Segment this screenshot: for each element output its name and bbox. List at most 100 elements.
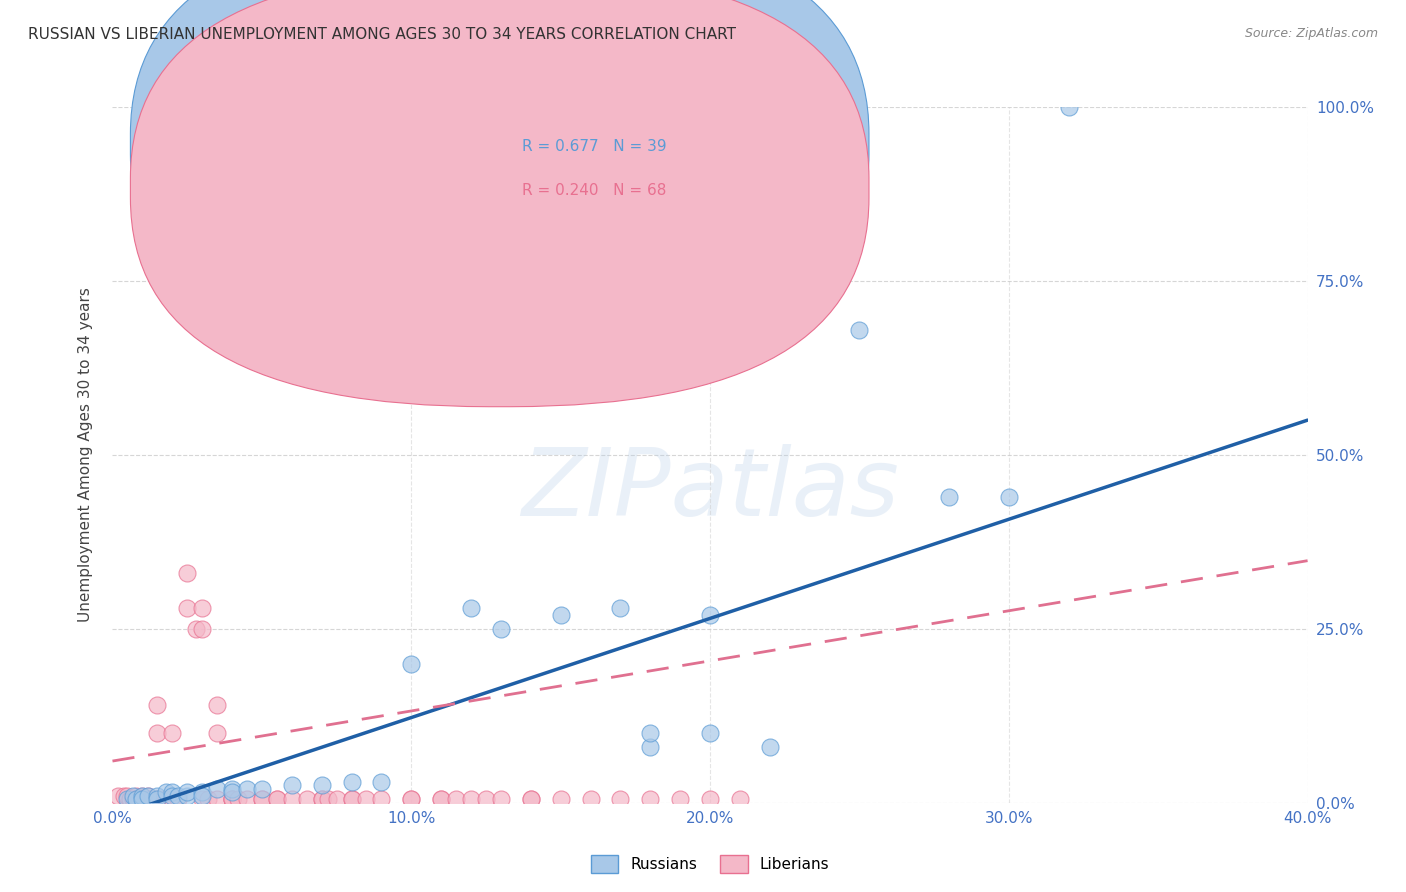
Text: R = 0.677   N = 39: R = 0.677 N = 39 <box>523 139 666 153</box>
Point <box>699 607 721 622</box>
Point <box>325 792 347 806</box>
Point <box>141 792 163 806</box>
Point <box>176 785 198 799</box>
Point <box>520 792 543 806</box>
Point <box>146 698 169 713</box>
Point <box>146 789 169 803</box>
Point <box>221 792 243 806</box>
Text: R = 0.240   N = 68: R = 0.240 N = 68 <box>523 183 666 198</box>
Point <box>430 792 453 806</box>
Point <box>550 607 572 622</box>
FancyBboxPatch shape <box>131 0 869 407</box>
Point <box>191 792 214 806</box>
Point <box>131 792 153 806</box>
Point <box>125 792 148 806</box>
Point <box>205 698 228 713</box>
Point <box>138 792 160 806</box>
Point <box>176 601 198 615</box>
Point <box>250 792 273 806</box>
Point <box>295 792 318 806</box>
Point <box>489 792 512 806</box>
Point <box>311 792 333 806</box>
Point <box>191 601 214 615</box>
Point <box>117 789 139 803</box>
Point <box>162 792 183 806</box>
Point <box>311 792 333 806</box>
Point <box>146 726 169 740</box>
Text: ZIPatlas: ZIPatlas <box>522 444 898 535</box>
Point <box>401 792 423 806</box>
Legend: Russians, Liberians: Russians, Liberians <box>585 849 835 879</box>
Point <box>146 792 169 806</box>
Point <box>149 792 172 806</box>
Point <box>167 789 190 803</box>
Point <box>699 726 721 740</box>
Point <box>316 792 339 806</box>
Point <box>205 726 228 740</box>
Point <box>340 775 363 789</box>
Point <box>281 792 304 806</box>
Point <box>162 726 183 740</box>
Point <box>340 792 363 806</box>
Point <box>250 781 273 796</box>
Point <box>699 792 721 806</box>
Point <box>155 792 177 806</box>
Point <box>638 792 662 806</box>
Point <box>370 792 392 806</box>
Point <box>186 622 208 636</box>
Point <box>728 792 751 806</box>
Point <box>167 792 190 806</box>
Point <box>311 778 333 792</box>
Point <box>155 785 177 799</box>
Point <box>221 781 243 796</box>
Point <box>120 792 142 806</box>
Point <box>356 792 378 806</box>
Point <box>191 622 214 636</box>
Point <box>266 792 288 806</box>
Text: RUSSIAN VS LIBERIAN UNEMPLOYMENT AMONG AGES 30 TO 34 YEARS CORRELATION CHART: RUSSIAN VS LIBERIAN UNEMPLOYMENT AMONG A… <box>28 27 737 42</box>
Point <box>122 789 145 803</box>
FancyBboxPatch shape <box>477 121 747 215</box>
Point <box>162 789 183 803</box>
Point <box>340 792 363 806</box>
Point <box>401 792 423 806</box>
Point <box>236 781 259 796</box>
Point <box>460 601 482 615</box>
Point <box>176 566 198 581</box>
Point <box>138 789 160 803</box>
Point <box>205 781 228 796</box>
Point <box>938 490 960 504</box>
Point <box>221 785 243 799</box>
Point <box>998 490 1021 504</box>
Point <box>609 601 631 615</box>
Point <box>205 792 228 806</box>
Point <box>460 792 482 806</box>
Point <box>162 785 183 799</box>
Point <box>176 789 198 803</box>
Point <box>128 792 150 806</box>
Point <box>131 789 153 803</box>
Point <box>579 792 602 806</box>
Point <box>146 792 169 806</box>
Point <box>430 792 453 806</box>
Point <box>638 726 662 740</box>
Point <box>281 778 304 792</box>
Point <box>131 792 153 806</box>
Point <box>520 792 543 806</box>
Point <box>122 792 145 806</box>
Point <box>759 740 782 755</box>
Point <box>131 789 153 803</box>
Point <box>550 792 572 806</box>
Point <box>125 789 148 803</box>
Point <box>609 792 631 806</box>
Point <box>117 792 139 806</box>
Point <box>848 323 870 337</box>
Point <box>444 792 467 806</box>
Point <box>138 789 160 803</box>
Point <box>191 789 214 803</box>
Point <box>191 785 214 799</box>
Text: Source: ZipAtlas.com: Source: ZipAtlas.com <box>1244 27 1378 40</box>
Point <box>125 792 148 806</box>
Y-axis label: Unemployment Among Ages 30 to 34 years: Unemployment Among Ages 30 to 34 years <box>79 287 93 623</box>
Point <box>236 792 259 806</box>
